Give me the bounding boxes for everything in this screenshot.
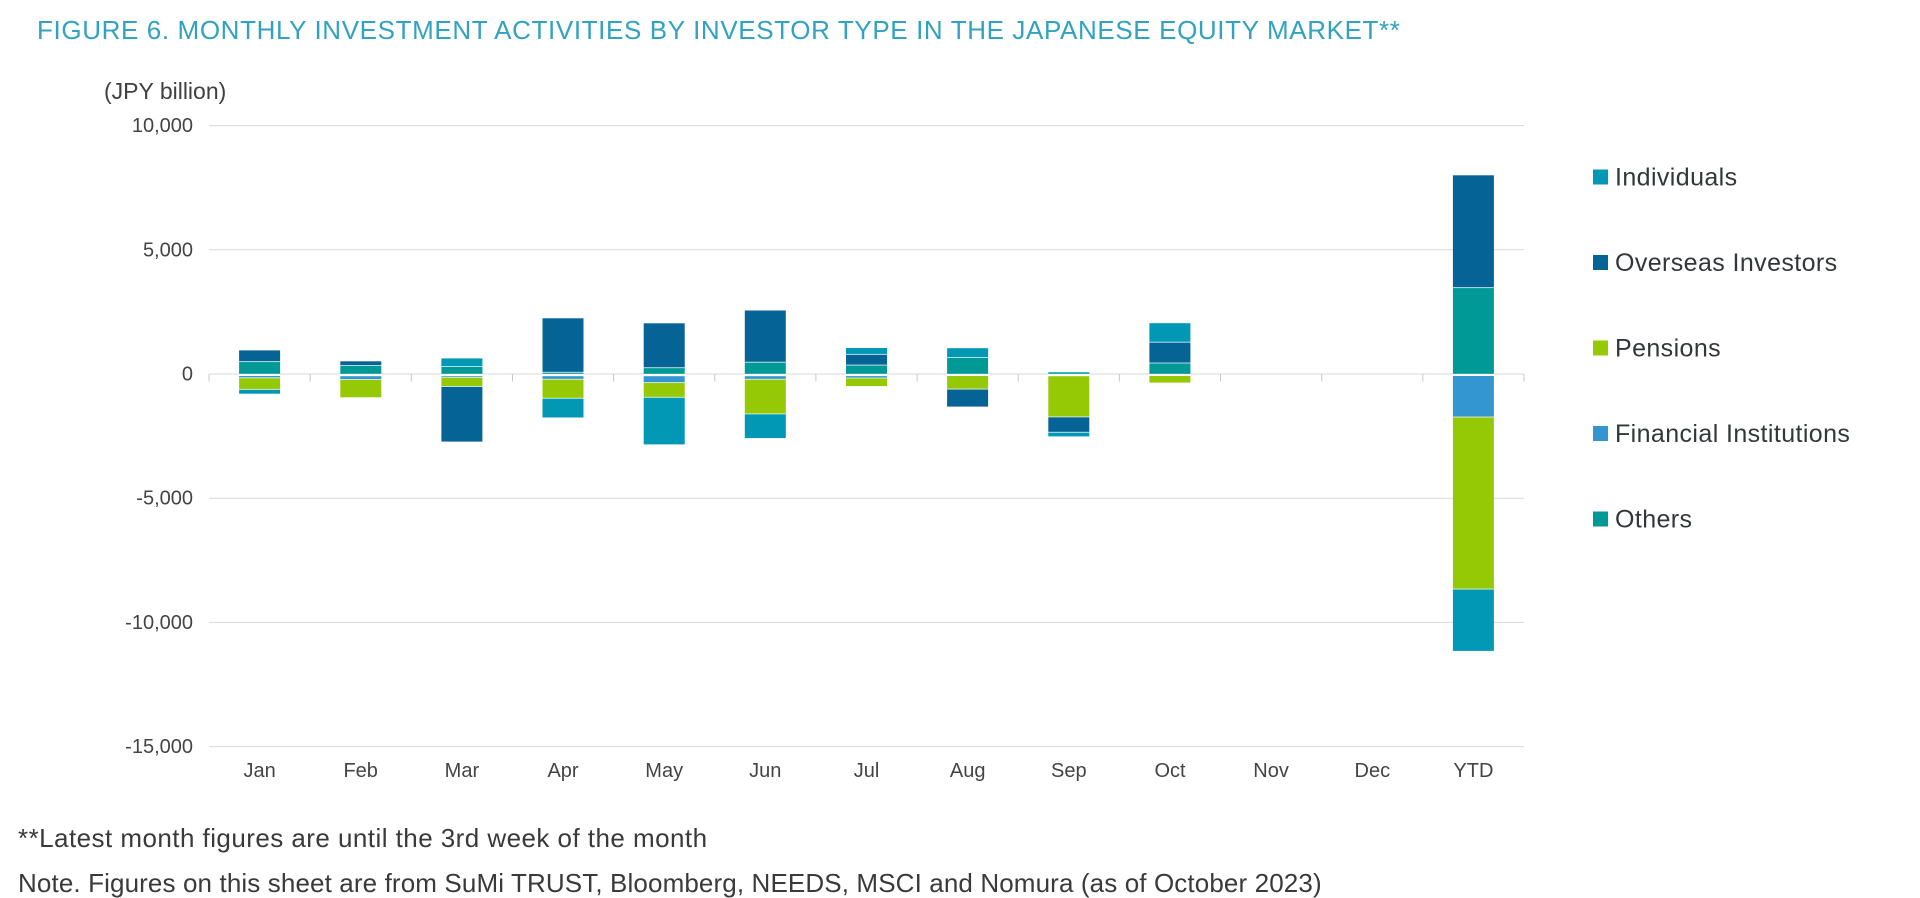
svg-text:5,000: 5,000: [143, 239, 193, 261]
svg-text:Mar: Mar: [445, 760, 480, 782]
svg-text:(JPY billion): (JPY billion): [104, 78, 226, 104]
svg-text:Jun: Jun: [749, 760, 781, 782]
svg-text:Financial Institutions: Financial Institutions: [1615, 420, 1850, 448]
svg-text:May: May: [645, 760, 683, 782]
svg-text:-10,000: -10,000: [125, 612, 193, 634]
svg-text:-5,000: -5,000: [136, 488, 193, 510]
svg-text:Apr: Apr: [547, 760, 578, 782]
svg-text:Nov: Nov: [1253, 760, 1289, 782]
svg-text:Overseas Investors: Overseas Investors: [1615, 249, 1838, 277]
svg-text:10,000: 10,000: [132, 115, 193, 137]
svg-text:Aug: Aug: [950, 760, 986, 782]
svg-text:Jul: Jul: [854, 760, 880, 782]
svg-text:Oct: Oct: [1154, 760, 1186, 782]
svg-text:0: 0: [182, 364, 193, 386]
svg-text:Pensions: Pensions: [1615, 335, 1721, 363]
svg-text:Feb: Feb: [343, 760, 377, 782]
svg-text:FIGURE 6. MONTHLY INVESTMENT A: FIGURE 6. MONTHLY INVESTMENT ACTIVITIES …: [37, 15, 1401, 45]
svg-text:Others: Others: [1615, 506, 1692, 534]
svg-text:Note. Figures on this sheet ar: Note. Figures on this sheet are from SuM…: [18, 868, 1322, 898]
svg-text:-15,000: -15,000: [125, 736, 193, 758]
svg-text:**Latest month figures are unt: **Latest month figures are until the 3rd…: [18, 823, 707, 853]
svg-text:Individuals: Individuals: [1615, 164, 1738, 192]
svg-text:Sep: Sep: [1051, 760, 1087, 782]
svg-text:Jan: Jan: [243, 760, 275, 782]
svg-text:YTD: YTD: [1453, 760, 1493, 782]
svg-text:Dec: Dec: [1355, 760, 1391, 782]
